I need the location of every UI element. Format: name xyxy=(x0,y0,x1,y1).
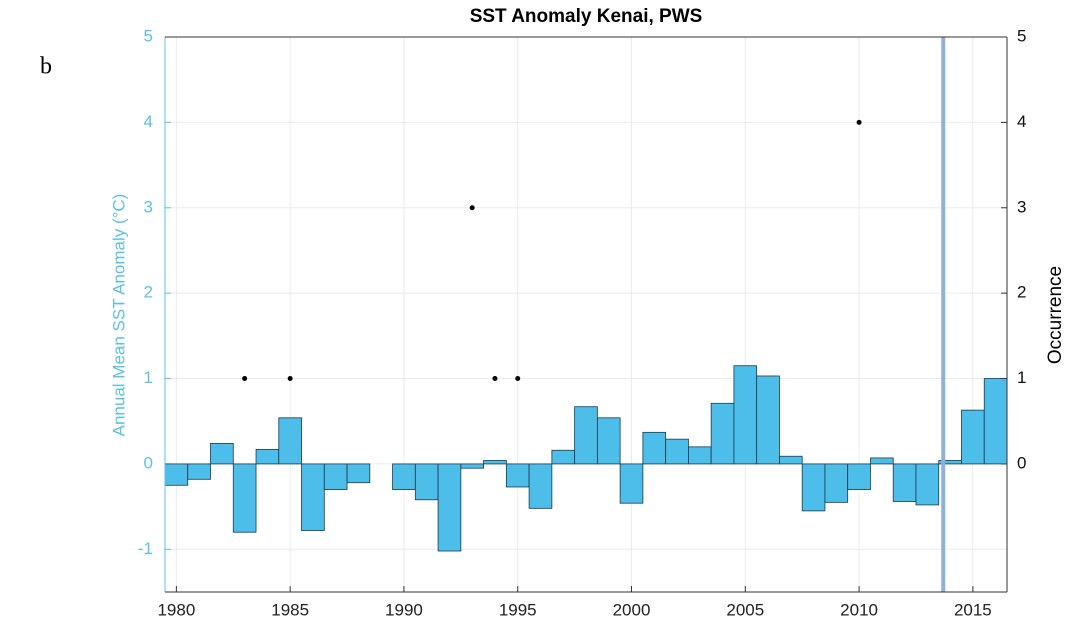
bar xyxy=(733,365,758,465)
bar xyxy=(847,463,871,490)
y-axis-label: Annual Mean SST Anomaly (°C) xyxy=(109,194,128,437)
bar xyxy=(574,406,598,465)
bar xyxy=(915,463,940,506)
bar xyxy=(255,449,280,465)
chart-title: SST Anomaly Kenai, PWS xyxy=(470,6,703,27)
x-tick-label: 1980 xyxy=(157,600,195,619)
y-tick-label: 0 xyxy=(144,453,153,472)
x-tick-label: 1985 xyxy=(271,600,309,619)
x-tick-label: 2000 xyxy=(613,600,651,619)
bar xyxy=(801,463,826,512)
bar xyxy=(961,409,985,465)
occurrence-dot xyxy=(856,119,862,125)
panel-label: b xyxy=(40,54,52,80)
y-tick-label: 1 xyxy=(144,368,153,387)
bar xyxy=(346,463,371,484)
bar xyxy=(892,463,917,502)
y-tick-label: 5 xyxy=(144,26,153,45)
bar xyxy=(278,417,302,465)
bar xyxy=(323,463,348,490)
y2-axis-label: Occurrence xyxy=(1045,266,1066,364)
y2-tick-label: 5 xyxy=(1017,26,1026,45)
bar xyxy=(619,463,644,504)
bar xyxy=(688,446,712,465)
bar xyxy=(505,463,530,488)
x-tick-label: 1995 xyxy=(499,600,537,619)
y-tick-label: 4 xyxy=(144,112,153,131)
bar xyxy=(756,375,780,465)
y-tick-label: -1 xyxy=(138,539,153,558)
bar xyxy=(528,463,553,509)
bar xyxy=(824,463,849,503)
occurrence-dot xyxy=(287,376,293,382)
occurrence-dot xyxy=(469,205,475,211)
bar xyxy=(483,460,507,465)
bar xyxy=(187,463,211,480)
bar xyxy=(642,431,667,465)
occurrence-dot xyxy=(515,376,521,382)
occurrence-dot xyxy=(492,376,498,382)
x-tick-label: 2010 xyxy=(840,600,878,619)
x-tick-label: 1990 xyxy=(385,600,423,619)
bar xyxy=(870,457,894,465)
bar xyxy=(710,402,735,465)
bar xyxy=(665,438,689,465)
bar xyxy=(301,463,325,531)
bar xyxy=(164,463,189,486)
y2-tick-label: 2 xyxy=(1017,283,1026,302)
occurrence-dot xyxy=(242,376,248,382)
bar xyxy=(392,463,416,490)
y2-tick-label: 3 xyxy=(1017,197,1026,216)
bar xyxy=(414,463,439,501)
bar xyxy=(232,463,257,533)
bar xyxy=(596,417,621,465)
y-tick-label: 2 xyxy=(144,283,153,302)
bar xyxy=(779,455,803,465)
y2-tick-label: 4 xyxy=(1017,112,1026,131)
bar xyxy=(983,378,1008,465)
y2-tick-label: 1 xyxy=(1017,368,1026,387)
x-tick-label: 2015 xyxy=(954,600,992,619)
x-tick-label: 2005 xyxy=(726,600,764,619)
bar xyxy=(460,463,484,469)
bar xyxy=(551,449,576,465)
bar xyxy=(210,443,234,465)
y-tick-label: 3 xyxy=(144,197,153,216)
y2-tick-label: 0 xyxy=(1017,453,1026,472)
bar xyxy=(437,463,462,552)
